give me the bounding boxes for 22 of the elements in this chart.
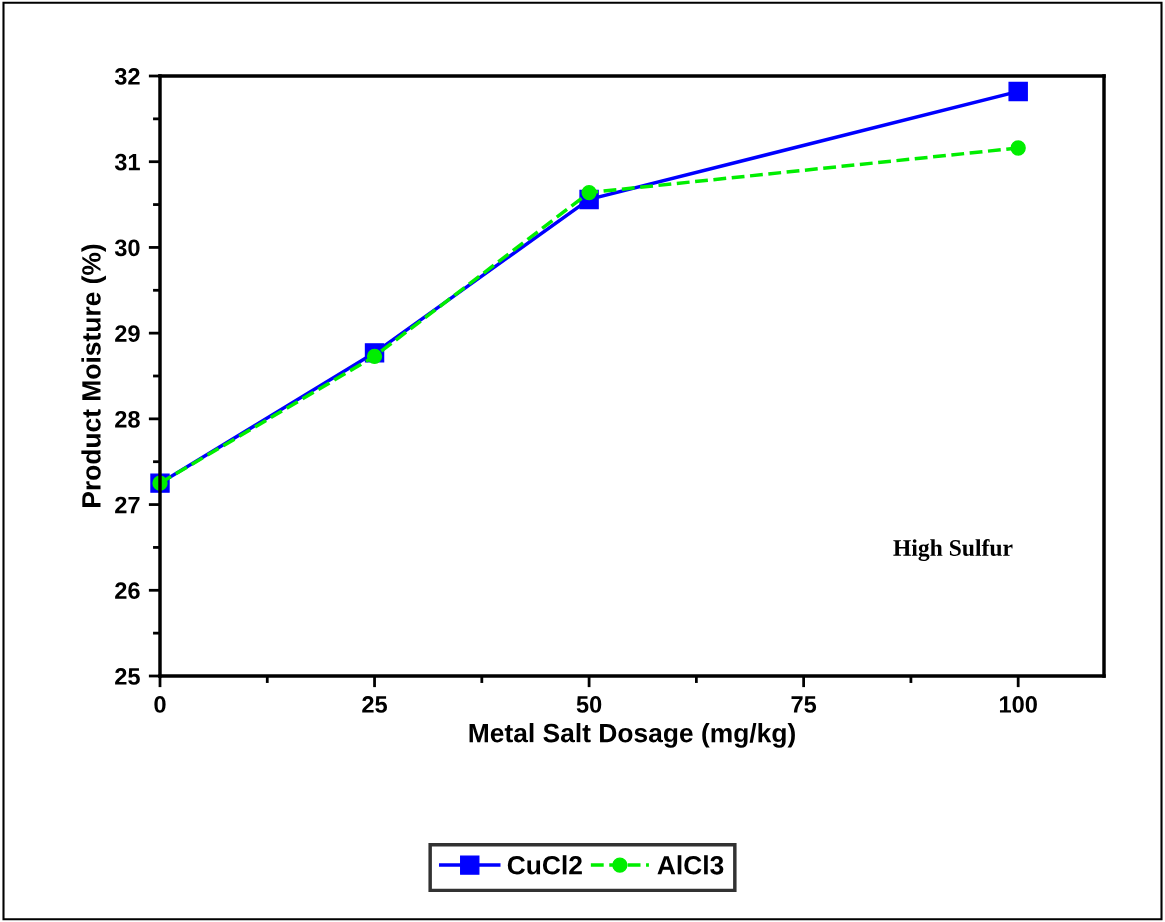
legend-label: CuCl2: [507, 855, 582, 875]
y-tick-label: 27: [115, 496, 140, 514]
x-tick-label: 100: [999, 696, 1037, 713]
y-axis-title: Product Moisture (%): [81, 244, 106, 507]
point: [1010, 140, 1026, 156]
x-tick-label: 50: [576, 696, 602, 713]
y-tick-label: 26: [115, 582, 140, 600]
legend-label: AlCl3: [657, 855, 724, 875]
annotation: High Sulfur: [893, 539, 1013, 561]
point: [366, 348, 383, 364]
y-tick-label: 32: [114, 68, 140, 85]
y-tick-label: 25: [115, 668, 140, 685]
y-tick-label: 30: [114, 239, 140, 257]
x-tick-label: 0: [154, 696, 166, 713]
y-tick-label: 28: [115, 410, 140, 428]
point: [1008, 81, 1028, 102]
y-tick-label: 29: [115, 325, 140, 342]
y-tick-label: 31: [114, 153, 140, 171]
x-tick-label: 75: [791, 696, 817, 713]
x-axis-title: Metal Salt Dosage (mg/kg): [469, 723, 795, 748]
x-tick-label: 25: [362, 696, 388, 713]
point: [581, 184, 597, 201]
